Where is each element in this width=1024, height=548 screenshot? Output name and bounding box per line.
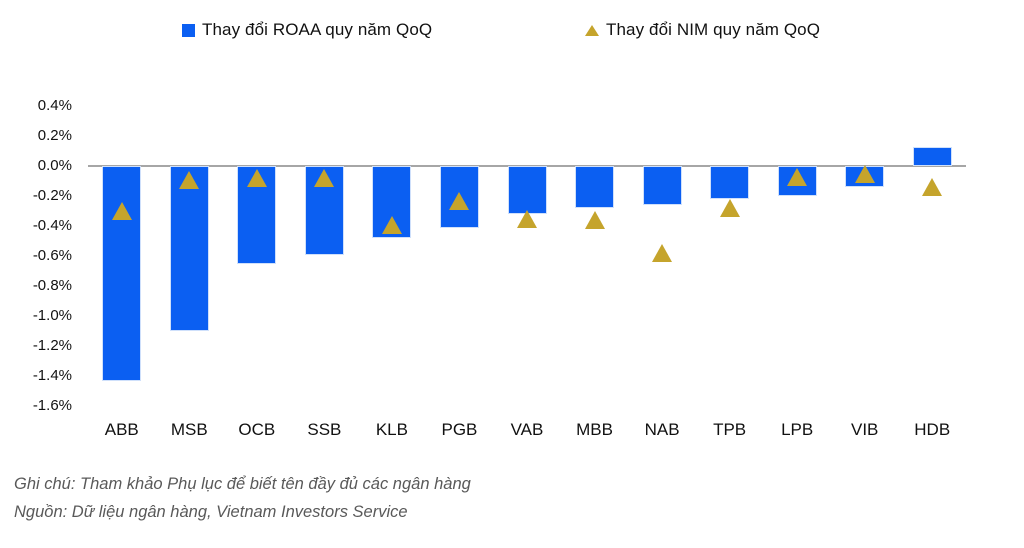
nim-marker-PGB xyxy=(449,191,470,210)
nim-marker-OCB xyxy=(246,169,267,187)
y-axis-tick-label: -0.8% xyxy=(32,277,72,294)
y-axis-tick-label: -0.2% xyxy=(32,187,72,204)
y-axis-tick-label: -0.6% xyxy=(32,247,72,264)
nim-marker-VIB xyxy=(854,164,875,183)
nim-triangle-icon xyxy=(585,24,599,36)
x-axis-label-HDB: HDB xyxy=(914,420,951,439)
nim-marker-VAB xyxy=(517,209,537,228)
x-axis-label-OCB: OCB xyxy=(238,420,276,439)
bar-NAB xyxy=(642,166,682,205)
bar-ABB xyxy=(102,166,142,381)
x-axis-label-MSB: MSB xyxy=(170,420,208,439)
bar-MSB xyxy=(169,166,209,331)
bar-TPB xyxy=(710,166,750,199)
legend-item-roaa: Thay đổi ROAA quy năm QoQ xyxy=(182,20,432,40)
bar-MBB xyxy=(575,166,615,208)
y-axis-tick-label: -1.0% xyxy=(32,307,72,324)
y-axis-tick-label: -1.2% xyxy=(32,337,72,354)
y-axis-tick-label: 0.0% xyxy=(37,157,72,174)
x-axis-label-PGB: PGB xyxy=(441,420,478,439)
x-axis-label-LPB: LPB xyxy=(781,420,814,439)
x-axis-label-ABB: ABB xyxy=(104,420,139,439)
bar-HDB xyxy=(912,146,952,166)
y-axis-tick-label: -1.6% xyxy=(32,397,72,414)
y-axis-tick-label: 0.2% xyxy=(37,127,72,144)
nim-marker-HDB xyxy=(922,178,943,196)
x-axis-label-NAB: NAB xyxy=(644,420,680,439)
bar-VAB xyxy=(507,166,547,214)
chart-footnotes: Ghi chú: Tham khảo Phụ lục để biết tên đ… xyxy=(14,470,471,526)
nim-marker-MBB xyxy=(584,211,605,229)
chart-plot-area: 0.4% 0.2% 0.0% -0.2% -0.4% -0.6% -0.8% -1.0% -1.… xyxy=(32,97,966,439)
y-axis-tick-label: -0.4% xyxy=(32,217,72,234)
legend-nim-label: Thay đổi NIM quy năm QoQ xyxy=(606,20,821,39)
y-axis-tick-label: 0.4% xyxy=(37,97,72,114)
x-axis-label-MBB: MBB xyxy=(576,420,613,439)
x-axis-label-TPB: TPB xyxy=(713,420,747,439)
nim-marker-SSB xyxy=(314,169,335,187)
legend-roaa-label: Thay đổi ROAA quy năm QoQ xyxy=(202,20,433,39)
y-axis-tick-label: -1.4% xyxy=(32,367,72,384)
x-axis-label-VAB: VAB xyxy=(510,420,544,439)
nim-marker-KLB xyxy=(381,215,402,234)
roaa-square-icon xyxy=(182,23,195,37)
x-axis-label-SSB: SSB xyxy=(307,420,342,439)
nim-marker-ABB xyxy=(111,202,132,220)
nim-marker-NAB xyxy=(652,244,673,262)
nim-marker-LPB xyxy=(787,167,808,186)
nim-marker-TPB xyxy=(719,199,740,217)
nim-marker-MSB xyxy=(179,170,200,189)
x-axis-label-KLB: KLB xyxy=(375,420,408,439)
footnote-ghi-chu: Ghi chú: Tham khảo Phụ lục để biết tên đ… xyxy=(14,475,471,493)
footnote-nguon: Nguồn: Dữ liệu ngân hàng, Vietnam Invest… xyxy=(14,503,408,521)
legend-item-nim: Thay đổi NIM quy năm QoQ xyxy=(585,20,820,40)
x-axis-label-VIB: VIB xyxy=(850,420,879,439)
